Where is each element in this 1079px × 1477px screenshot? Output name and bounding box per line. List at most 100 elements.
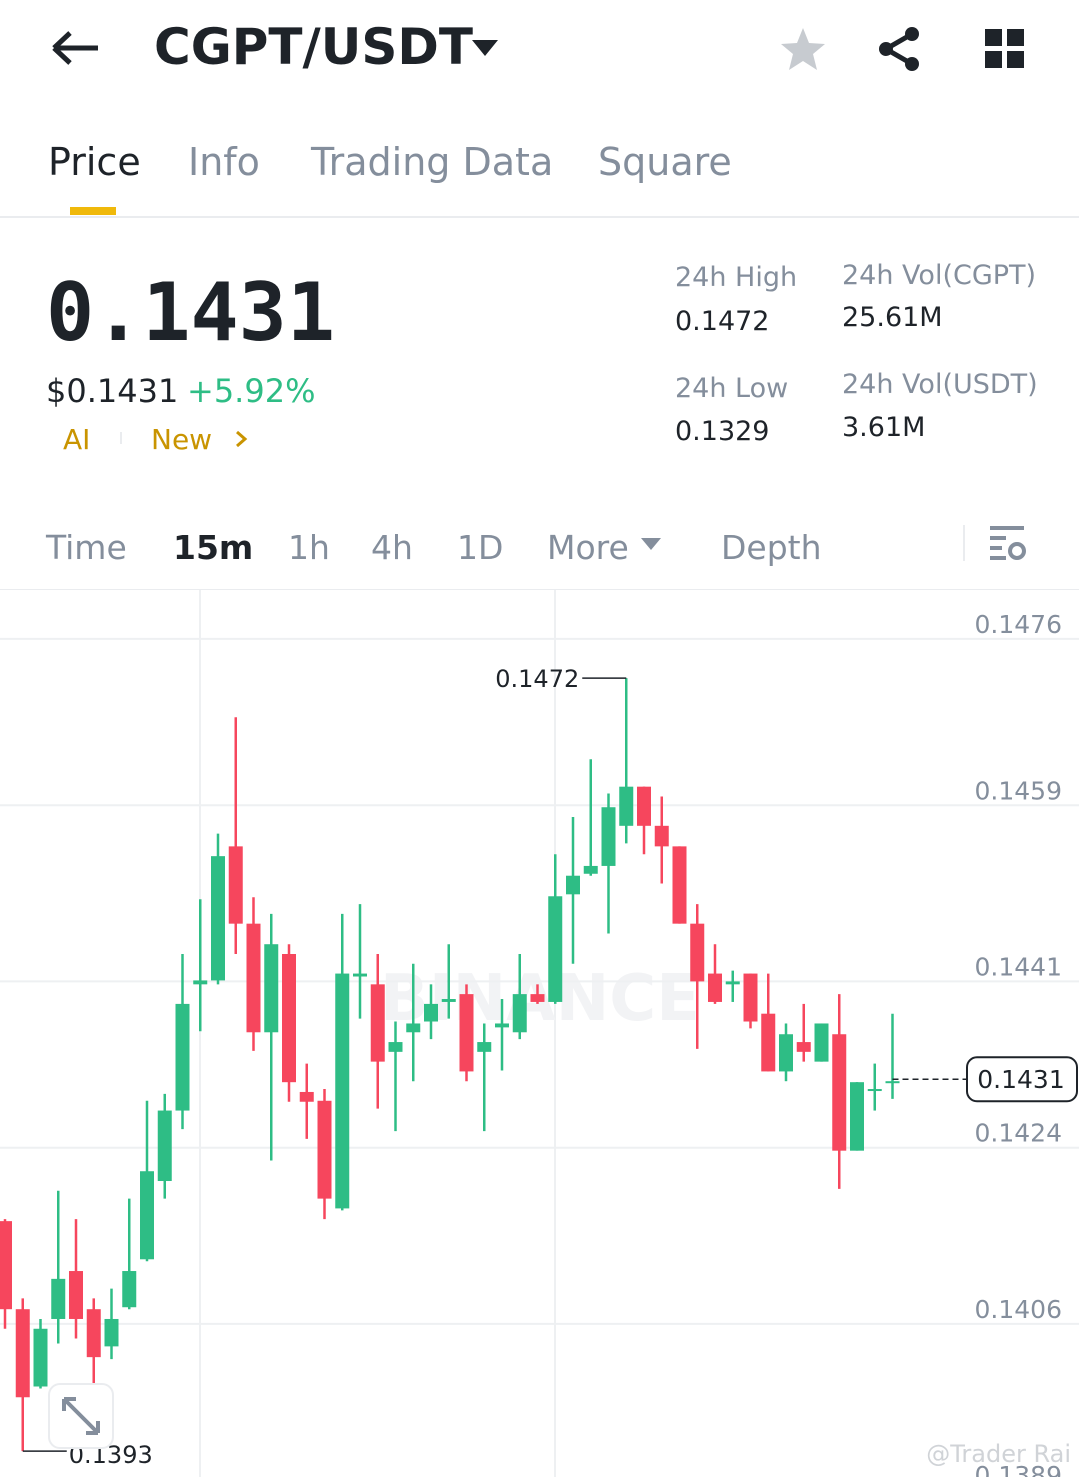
tab[interactable]: Info	[188, 140, 260, 184]
separator	[120, 432, 122, 444]
candle-body	[282, 954, 296, 1083]
y-tick-label: 0.1406	[975, 1295, 1062, 1324]
candle-body	[796, 1042, 811, 1052]
tab[interactable]: Trading Data	[311, 140, 554, 184]
candle-body	[495, 1023, 509, 1028]
last-price-label: 0.1431	[977, 1065, 1064, 1094]
candle-body	[246, 923, 261, 1033]
candlestick-chart: BINANCE 0.14760.14590.14410.14240.14060.…	[0, 590, 1079, 1477]
candle-body	[459, 994, 474, 1072]
candle-body	[867, 1089, 882, 1092]
candle-body	[15, 1309, 30, 1398]
price-change: +5.92%	[187, 372, 316, 410]
back-button[interactable]	[50, 28, 102, 68]
candle-body	[211, 856, 225, 981]
candle-body	[637, 786, 651, 826]
candle-body	[424, 1003, 438, 1022]
candle-body	[512, 994, 527, 1033]
candle-body	[122, 1271, 137, 1308]
pair-title[interactable]: CGPT/USDT	[154, 18, 473, 76]
candle-body	[193, 980, 208, 985]
y-tick-label: 0.1389	[975, 1461, 1062, 1477]
candle-body	[690, 923, 705, 982]
pair-dropdown[interactable]	[470, 38, 500, 58]
credit: @Trader Rai	[926, 1440, 1071, 1468]
divider	[0, 216, 1079, 218]
y-tick-label: 0.1476	[975, 610, 1062, 639]
last-price-box	[966, 1056, 1078, 1103]
candle-body	[86, 1309, 101, 1358]
candle-body	[743, 973, 758, 1022]
candle-body	[104, 1318, 119, 1347]
candle-body	[477, 1042, 492, 1052]
interval[interactable]: 1D	[457, 528, 504, 567]
candle-body	[654, 825, 669, 847]
y-tick-label: 0.1424	[975, 1119, 1062, 1148]
interval[interactable]: Time	[46, 528, 127, 567]
tab-indicator	[70, 207, 116, 215]
candle-body	[583, 865, 598, 874]
y-tick-label: 0.1441	[975, 952, 1062, 981]
candle-body	[353, 973, 367, 977]
share[interactable]	[876, 26, 922, 72]
candle-body	[228, 846, 243, 924]
candle-body	[33, 1328, 48, 1387]
candle-body	[850, 1082, 864, 1151]
candle-body	[140, 1171, 154, 1260]
chart-settings[interactable]	[988, 524, 1028, 564]
candle-body	[725, 981, 740, 985]
candle-body	[566, 875, 580, 895]
candle-body	[832, 1034, 847, 1151]
candle-body	[388, 1042, 403, 1052]
candle-body	[370, 984, 385, 1062]
candle-body	[264, 944, 279, 1033]
stat-value: 0.1472	[675, 306, 770, 337]
stat-label: 24h Vol(CGPT)	[842, 260, 1037, 291]
tab[interactable]: Square	[598, 140, 732, 184]
interval[interactable]: 4h	[371, 528, 413, 567]
candle-body	[761, 1013, 776, 1072]
stat-value: 3.61M	[842, 412, 926, 443]
menu-grid[interactable]	[984, 28, 1026, 70]
candle-body	[814, 1023, 829, 1062]
tag[interactable]: AI	[63, 423, 91, 456]
candle-body	[441, 999, 456, 1002]
tag-arrow	[236, 430, 248, 448]
interval[interactable]: More	[547, 528, 629, 567]
y-tick-label: 0.1459	[975, 776, 1062, 805]
stat-label: 24h Low	[675, 373, 789, 404]
usd-price: $0.1431	[46, 372, 179, 410]
candle-body	[0, 1221, 12, 1310]
stat-value: 0.1329	[675, 416, 770, 447]
stat-value: 25.61M	[842, 302, 943, 333]
more-caret	[641, 538, 661, 550]
tag[interactable]: New	[151, 423, 213, 456]
interval[interactable]: 15m	[173, 528, 254, 567]
favorite[interactable]	[780, 26, 826, 72]
candle-body	[175, 1003, 190, 1111]
tab[interactable]: Price	[48, 140, 141, 184]
candle-body	[601, 807, 616, 866]
candle-body	[299, 1091, 314, 1102]
candle-body	[530, 994, 545, 1002]
candle-body	[406, 1023, 421, 1033]
candle-body	[548, 896, 563, 1002]
candle-body	[885, 1081, 900, 1084]
stat-label: 24h High	[675, 262, 798, 293]
candle-body	[672, 846, 687, 924]
candle-body	[317, 1100, 332, 1199]
high-label: 0.1472	[495, 665, 579, 693]
candle-body	[708, 973, 722, 1002]
separator	[963, 525, 965, 561]
candle-body	[69, 1271, 83, 1319]
stat-label: 24h Vol(USDT)	[842, 369, 1038, 400]
candle-body	[335, 973, 350, 1209]
candle-body	[619, 786, 634, 826]
candle-body	[157, 1110, 172, 1182]
divider	[0, 589, 1079, 590]
expand-button[interactable]	[48, 1383, 114, 1449]
interval[interactable]: 1h	[288, 528, 330, 567]
interval[interactable]: Depth	[721, 528, 822, 567]
candle-body	[779, 1034, 793, 1072]
